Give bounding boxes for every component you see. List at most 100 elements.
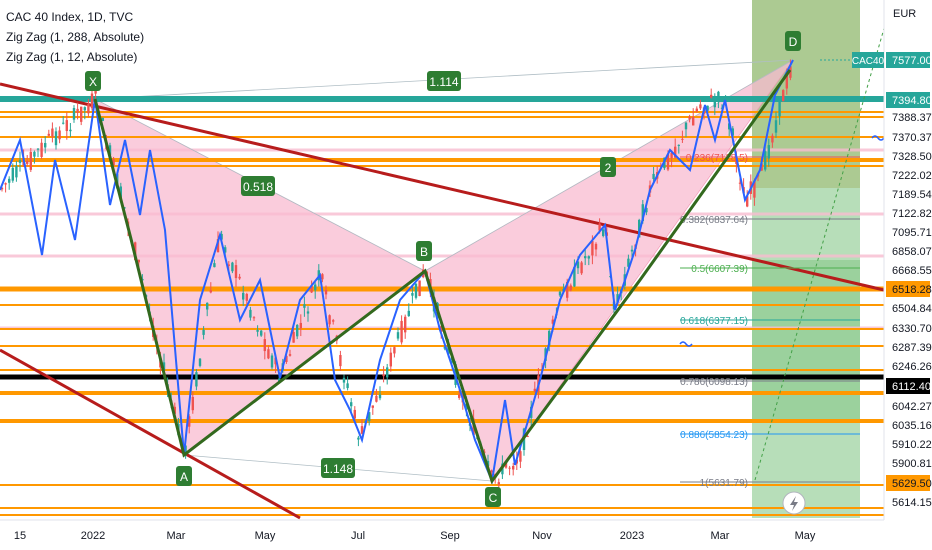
candle-body (573, 266, 576, 287)
candle-body (738, 182, 742, 184)
price-axis-label-2: 7388.37 (892, 112, 932, 124)
candle-body (497, 482, 500, 485)
candle-body (508, 467, 511, 469)
point-label-box-D (785, 31, 801, 51)
point-label-C: C (489, 491, 498, 505)
time-axis-label-4: Jul (351, 530, 365, 542)
fib-label-5: 0.886(5854.23) (680, 430, 748, 441)
candle-body (558, 291, 562, 296)
candle-body (245, 293, 248, 301)
candle-body (80, 106, 83, 122)
price-label-bg-11 (886, 281, 930, 297)
fib-label-0: 0.236(7128.5) (686, 153, 748, 164)
fib-label-4: 0.786(6098.13) (680, 377, 748, 388)
candle-body (371, 405, 374, 408)
candle-body (220, 233, 223, 240)
candle-body (526, 436, 529, 438)
candle-body (288, 354, 292, 356)
time-axis-label-3: May (255, 530, 276, 542)
price-axis-label-21: 5629.50 (892, 478, 932, 490)
candle-body (602, 229, 605, 236)
ratio-label-1: 0.518 (243, 180, 273, 194)
candle-body (26, 161, 29, 164)
candle-body (785, 75, 788, 89)
currency-label: EUR (893, 8, 917, 20)
candle-body (591, 241, 594, 256)
candle-body (616, 294, 619, 303)
candle-body (753, 180, 756, 198)
price-label-bg-1 (886, 92, 930, 108)
price-axis-label-11: 6518.28 (892, 284, 932, 296)
indicator-zigzag-12[interactable]: Zig Zag (1, 12, Absolute) (6, 50, 138, 64)
candle-body (238, 276, 241, 279)
point-label-X: X (89, 75, 97, 89)
candle-body (234, 265, 238, 279)
indicator-zigzag-288[interactable]: Zig Zag (1, 288, Absolute) (6, 30, 145, 44)
candle-body (695, 108, 698, 112)
candle-body (587, 256, 590, 259)
candle-body (51, 128, 54, 137)
price-axis-label-12: 6504.84 (892, 303, 932, 315)
candle-body (576, 261, 580, 269)
candle-body (162, 362, 166, 371)
candle-body (512, 466, 515, 470)
price-label-bg-0 (886, 52, 930, 68)
candle-body (108, 145, 112, 156)
price-axis-label-10: 6668.55 (892, 265, 932, 277)
candle-body (767, 145, 770, 159)
candle-body (69, 129, 72, 132)
candle-body (771, 135, 774, 143)
candle-body (483, 451, 486, 453)
wave-glyph-1 (679, 341, 693, 347)
candle-body (252, 317, 256, 319)
candle-body (332, 320, 335, 322)
candle-body (321, 274, 324, 280)
price-axis-bg (884, 0, 932, 550)
candle-body (400, 320, 403, 343)
candle-body (188, 416, 191, 427)
candle-body (90, 93, 94, 109)
symbol-tag-bg (852, 52, 884, 68)
candle-body (699, 104, 702, 109)
candle-body (195, 372, 198, 387)
candle-body (29, 151, 32, 170)
candle-body (303, 304, 306, 308)
time-axis-label-1: 2022 (81, 530, 105, 542)
candle-body (411, 293, 414, 296)
zigzag-large (93, 69, 792, 485)
candle-body (173, 406, 176, 414)
price-axis-label-22: 5614.15 (892, 497, 932, 509)
candle-body (706, 105, 709, 111)
candle-body (641, 204, 644, 222)
price-axis-label-8: 7095.71 (892, 227, 932, 239)
price-axis-label-14: 6287.39 (892, 342, 932, 354)
candle-body (260, 330, 263, 336)
projection-zone-lower (752, 188, 860, 518)
zigzag-small (0, 59, 794, 485)
candle-body (360, 426, 364, 434)
candle-body (443, 346, 446, 349)
candle-body (458, 394, 461, 398)
trendline-upper (0, 82, 885, 292)
candle-body (407, 310, 410, 317)
point-label-A: A (180, 470, 188, 484)
candle-body (713, 101, 716, 108)
candle-body (224, 247, 227, 253)
candle-body (731, 128, 734, 136)
candle-body (396, 332, 400, 339)
point-label-box-A (176, 466, 192, 486)
price-axis-label-15: 6246.26 (892, 361, 932, 373)
ratio-label-0: 1.114 (429, 75, 458, 89)
candle-body (119, 186, 122, 199)
candle-body (112, 159, 115, 166)
candle-body (72, 108, 76, 120)
candle-body (645, 207, 648, 213)
candle-body (782, 90, 785, 102)
candle-body (627, 258, 630, 267)
candle-body (393, 347, 396, 354)
candle-body (18, 160, 22, 163)
candle-body (414, 283, 418, 298)
ratio-box-0 (427, 71, 461, 91)
lightning-icon (790, 496, 798, 511)
